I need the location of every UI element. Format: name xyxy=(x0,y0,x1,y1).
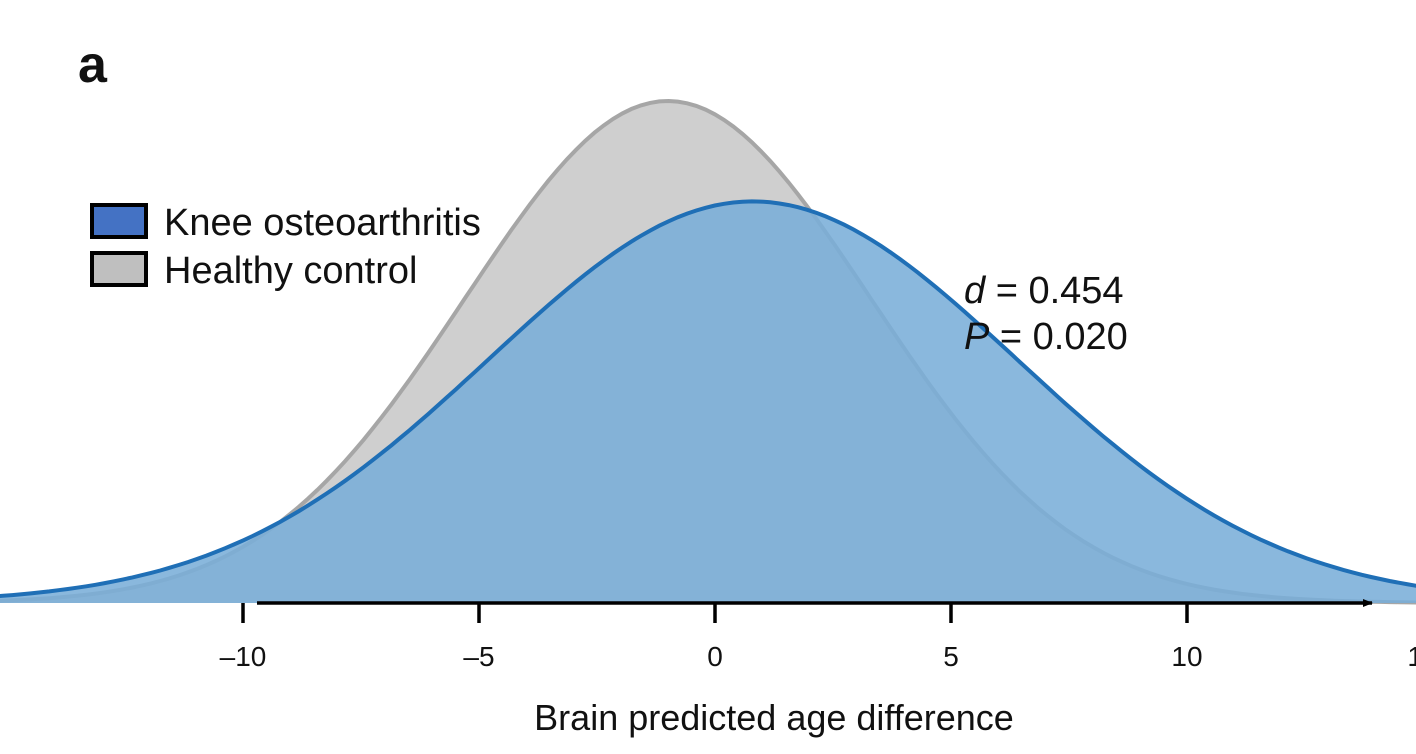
x-axis-title: Brain predicted age difference xyxy=(534,697,1014,738)
effect-size-symbol: d xyxy=(964,270,987,312)
x-tick-label: –10 xyxy=(220,641,267,672)
x-tick-label: 0 xyxy=(707,641,723,672)
x-tick-label: 5 xyxy=(943,641,959,672)
effect-size-text: d = 0.454 xyxy=(964,270,1124,312)
density-line-knee-osteoarthritis xyxy=(0,199,1416,599)
x-tick-label: 10 xyxy=(1171,641,1202,672)
panel-label: a xyxy=(78,36,108,94)
legend-label-healthy-control: Healthy control xyxy=(164,250,417,292)
p-value-text: P = 0.020 xyxy=(964,316,1128,358)
x-tick-label: –5 xyxy=(463,641,494,672)
x-tick-label: 15 xyxy=(1407,641,1416,672)
effect-size-value: = 0.454 xyxy=(985,270,1123,312)
legend-swatch-healthy-control xyxy=(90,251,148,287)
stats-annotation: d = 0.454 P = 0.020 xyxy=(964,270,1128,358)
p-value-value: = 0.020 xyxy=(989,316,1127,358)
legend: Knee osteoarthritis Healthy control xyxy=(90,202,481,292)
x-axis-ticks: –10 –5 0 5 10 15 xyxy=(220,603,1416,672)
legend-swatch-knee-osteoarthritis xyxy=(90,203,148,239)
density-area-knee-osteoarthritis xyxy=(0,201,1416,603)
legend-label-knee-osteoarthritis: Knee osteoarthritis xyxy=(164,202,481,244)
density-curves xyxy=(0,98,1416,605)
p-value-symbol: P xyxy=(964,316,990,358)
